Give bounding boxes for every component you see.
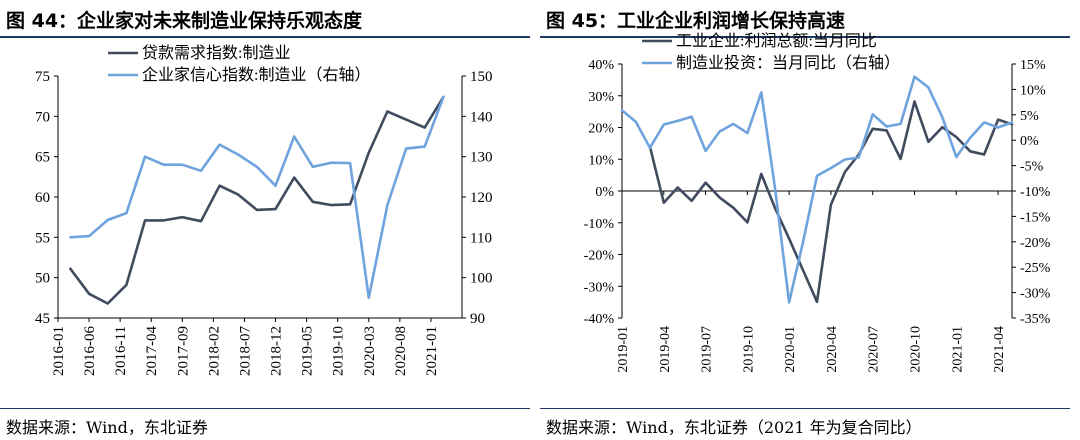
- left-tick-label: 20%: [588, 122, 614, 137]
- series-line-1: [648, 100, 1014, 304]
- left-tick-label: 65: [35, 150, 50, 166]
- left-tick-label: 0%: [595, 185, 614, 200]
- x-tick-label: 2016-06: [82, 326, 98, 376]
- right-tick-label: -20%: [1020, 236, 1051, 251]
- source-note: 数据来源：Wind，东北证券（2021 年为复合同比）: [546, 418, 922, 437]
- source-rule: [0, 408, 530, 409]
- x-tick-label: 2020-03: [362, 326, 378, 376]
- left-tick-label: 45: [35, 311, 50, 327]
- series-line-1: [69, 95, 445, 305]
- x-tick-label: 2019-10: [331, 326, 347, 376]
- x-tick-label: 2019-05: [300, 326, 316, 376]
- right-tick-label: -10%: [1020, 185, 1051, 200]
- legend-label-1: 贷款需求指数:制造业: [142, 44, 290, 62]
- right-tick-label: -25%: [1020, 261, 1051, 276]
- left-tick-label: 70: [35, 109, 50, 125]
- series-line-2: [620, 75, 1014, 304]
- right-tick-label: 110: [470, 230, 492, 246]
- left-tick-label: -20%: [584, 249, 615, 264]
- left-tick-label: 10%: [588, 153, 614, 168]
- series-line-2: [69, 95, 445, 300]
- right-tick-label: 100: [470, 271, 493, 287]
- legend-label-1: 工业企业:利润总额:当月同比: [676, 32, 877, 50]
- right-tick-label: 0%: [1020, 134, 1039, 149]
- x-tick-label: 2016-11: [113, 326, 129, 375]
- x-tick-label: 2020-08: [393, 326, 409, 376]
- legend-label-2: 制造业投资：当月同比（右轴）: [676, 54, 900, 72]
- x-tick-label: 2019-04: [658, 326, 673, 373]
- x-tick-label: 2016-01: [51, 326, 67, 376]
- x-tick-label: 2018-12: [269, 326, 285, 376]
- x-tick-label: 2018-07: [237, 326, 253, 376]
- right-tick-label: 140: [470, 109, 493, 125]
- left-tick-label: -40%: [584, 312, 615, 327]
- right-tick-label: 5%: [1020, 109, 1039, 124]
- x-tick-label: 2020-10: [909, 326, 924, 373]
- title-rule: [540, 36, 1070, 38]
- x-tick-label: 2019-10: [741, 326, 756, 373]
- left-tick-label: -30%: [584, 280, 615, 295]
- title-rule: [0, 36, 530, 38]
- chart-title: 图 45：工业企业利润增长保持高速: [546, 10, 846, 32]
- x-tick-label: 2021-01: [950, 326, 965, 373]
- x-tick-label: 2021-01: [424, 326, 440, 376]
- left-tick-label: 50: [35, 271, 50, 287]
- left-tick-label: 60: [35, 190, 50, 206]
- x-tick-label: 2018-02: [206, 326, 222, 376]
- x-tick-label: 2020-01: [783, 326, 798, 373]
- legend-label-2: 企业家信心指数:制造业（右轴）: [142, 66, 370, 84]
- left-tick-label: 30%: [588, 90, 614, 105]
- x-tick-label: 2020-07: [867, 326, 882, 373]
- chart-title: 图 44：企业家对未来制造业保持乐观态度: [6, 10, 363, 32]
- right-tick-label: -30%: [1020, 287, 1051, 302]
- x-tick-label: 2017-04: [144, 326, 160, 376]
- x-tick-label: 2019-01: [616, 326, 631, 373]
- left-tick-label: -10%: [584, 217, 615, 232]
- line-chart-right: -40% -30% -20% -10% 0% 10% 20% 30% 40% -35% -30% -2…: [584, 32, 1051, 373]
- right-tick-label: 10%: [1020, 83, 1046, 98]
- x-tick-label: 2021-04: [992, 326, 1007, 373]
- source-note: 数据来源：Wind，东北证券: [6, 418, 208, 437]
- right-tick-label: 120: [470, 190, 493, 206]
- right-tick-label: 15%: [1020, 58, 1046, 73]
- right-tick-label: -5%: [1020, 160, 1044, 175]
- right-tick-label: 150: [470, 69, 493, 85]
- line-chart-left: 45 50 55 60 65 70 75 90 100 110 120 130 140 150 2016-0…: [35, 44, 493, 376]
- chart-panel-left: 图 44：企业家对未来制造业保持乐观态度 45 50 55 60 65 70 75 90 100…: [0, 10, 530, 437]
- left-tick-label: 40%: [588, 58, 614, 73]
- x-tick-label: 2020-04: [825, 326, 840, 373]
- chart-panel-right: 图 45：工业企业利润增长保持高速 -40% -30% -20% -10% 0% 10% 2…: [540, 0, 1080, 440]
- source-rule: [540, 408, 1070, 409]
- right-tick-label: 90: [470, 311, 485, 327]
- left-tick-label: 55: [35, 230, 50, 246]
- right-tick-label: -35%: [1020, 312, 1051, 327]
- right-tick-label: -15%: [1020, 210, 1051, 225]
- left-tick-label: 75: [35, 69, 50, 85]
- right-tick-label: 130: [470, 150, 493, 166]
- x-tick-label: 2017-09: [175, 326, 191, 376]
- x-tick-label: 2019-07: [700, 326, 715, 373]
